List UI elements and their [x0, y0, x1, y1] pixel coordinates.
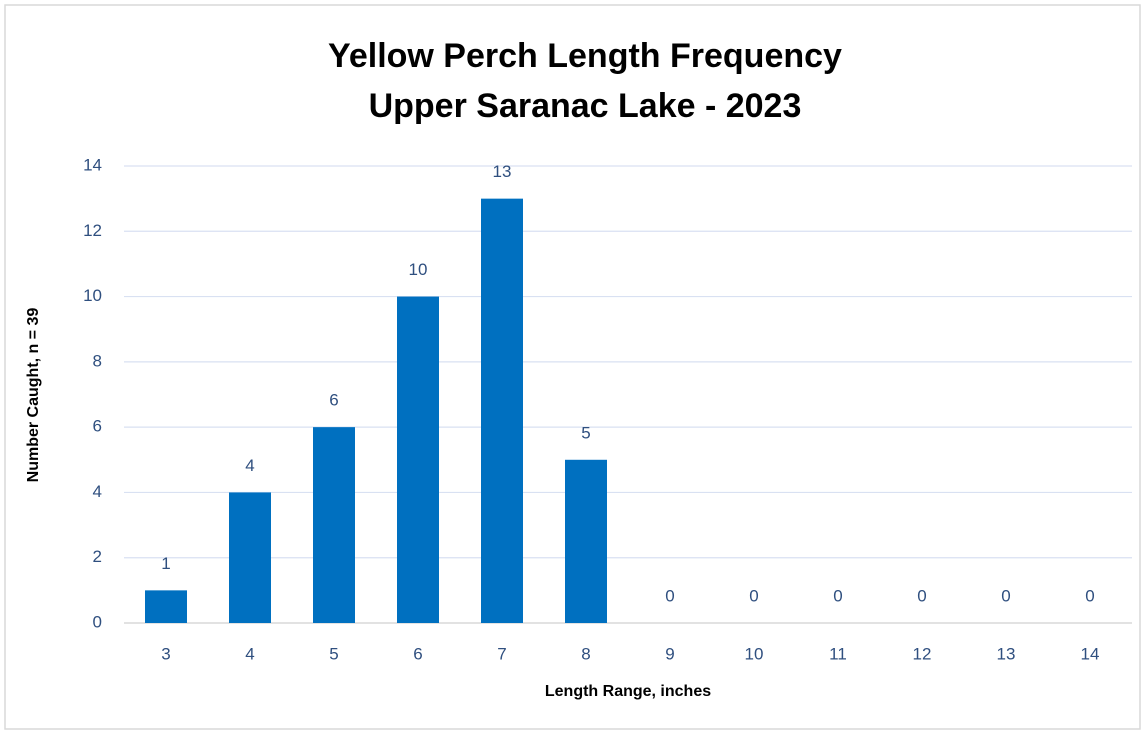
y-tick-label: 14: [83, 155, 102, 174]
x-tick-label: 13: [997, 644, 1016, 663]
x-tick-label: 14: [1081, 644, 1100, 663]
bar: [565, 459, 607, 623]
data-label: 0: [749, 586, 758, 605]
bar: [313, 427, 355, 623]
y-tick-label: 4: [93, 482, 102, 501]
x-tick-label: 10: [745, 644, 764, 663]
y-tick-label: 0: [93, 612, 102, 631]
data-label: 1: [161, 554, 170, 573]
chart-title: Yellow Perch Length Frequency: [328, 37, 842, 75]
x-tick-label: 11: [829, 644, 847, 663]
x-tick-label: 5: [329, 644, 338, 663]
y-tick-label: 10: [83, 286, 102, 305]
bar: [481, 198, 523, 623]
data-label: 0: [1085, 586, 1094, 605]
y-tick-label: 8: [93, 351, 102, 370]
bar: [397, 296, 439, 623]
x-tick-label: 9: [665, 644, 674, 663]
data-label: 0: [833, 586, 842, 605]
data-label: 10: [409, 260, 428, 279]
data-label: 6: [329, 391, 338, 410]
chart-subtitle: Upper Saranac Lake - 2023: [369, 87, 802, 125]
data-label: 0: [917, 586, 926, 605]
bar: [229, 492, 271, 623]
data-label: 0: [1001, 586, 1010, 605]
data-label: 13: [493, 162, 512, 181]
y-tick-label: 2: [93, 547, 102, 566]
y-tick-label: 6: [93, 417, 102, 436]
y-axis-title: Number Caught, n = 39: [25, 308, 42, 483]
x-tick-label: 6: [413, 644, 422, 663]
x-tick-label: 8: [581, 644, 590, 663]
x-tick-label: 3: [161, 644, 170, 663]
y-tick-label: 12: [83, 221, 102, 240]
bar: [145, 590, 187, 623]
data-label: 4: [245, 456, 254, 475]
x-axis-title: Length Range, inches: [545, 683, 711, 700]
x-tick-label: 4: [245, 644, 254, 663]
data-label: 0: [665, 586, 674, 605]
x-tick-label: 7: [497, 644, 506, 663]
data-label: 5: [581, 423, 590, 442]
x-tick-label: 12: [913, 644, 932, 663]
